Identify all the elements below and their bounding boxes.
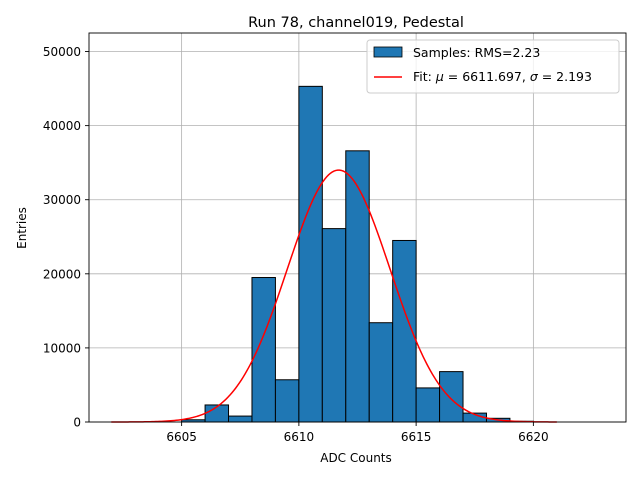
- legend-box: [366, 39, 620, 94]
- legend-fit-mu-value: = 6611.697,: [444, 69, 530, 84]
- histogram-bar: [345, 150, 370, 423]
- legend-histogram-swatch: [373, 46, 403, 58]
- y-tick-label: 30000: [43, 193, 81, 207]
- histogram-bar: [298, 85, 323, 423]
- legend-fit-sigma-symbol: σ: [530, 69, 539, 84]
- plot-frame: [88, 32, 627, 423]
- legend: Samples: RMS=2.23 Fit: μ = 6611.697, σ =…: [366, 39, 620, 94]
- y-tick-label: 10000: [43, 341, 81, 355]
- histogram-bar: [415, 387, 441, 423]
- y-axis-label: Entries: [15, 207, 29, 249]
- legend-fit-sigma-value: = 2.193: [538, 69, 592, 84]
- legend-fit-label: Fit: μ = 6611.697, σ = 2.193: [413, 69, 592, 84]
- y-tick-label: 50000: [43, 45, 81, 59]
- histogram-bar: [274, 379, 300, 423]
- y-tick-label: 40000: [43, 119, 81, 133]
- y-axis-ticks: 0 10000 20000 30000 40000 50000: [43, 45, 89, 430]
- histogram-bars: [181, 85, 534, 423]
- histogram-bar: [439, 371, 464, 423]
- x-axis-label: ADC Counts: [320, 451, 392, 465]
- chart-title: Run 78, channel019, Pedestal: [248, 15, 464, 31]
- histogram-bar: [321, 228, 347, 423]
- x-axis-ticks: 6605 6610 6615 6620: [166, 422, 549, 444]
- x-tick-label: 6610: [284, 430, 315, 444]
- legend-fit-prefix: Fit:: [413, 69, 436, 84]
- x-tick-label: 6620: [518, 430, 549, 444]
- histogram-bar: [368, 322, 394, 423]
- histogram-bar: [251, 277, 276, 423]
- legend-histogram-label: Samples: RMS=2.23: [413, 45, 540, 60]
- x-tick-label: 6605: [166, 430, 197, 444]
- fit-curve: [111, 169, 557, 423]
- y-tick-label: 0: [73, 416, 81, 430]
- y-tick-label: 20000: [43, 267, 81, 281]
- histogram-bar: [228, 415, 253, 423]
- x-tick-label: 6615: [401, 430, 432, 444]
- legend-fit-mu-symbol: μ: [435, 69, 444, 84]
